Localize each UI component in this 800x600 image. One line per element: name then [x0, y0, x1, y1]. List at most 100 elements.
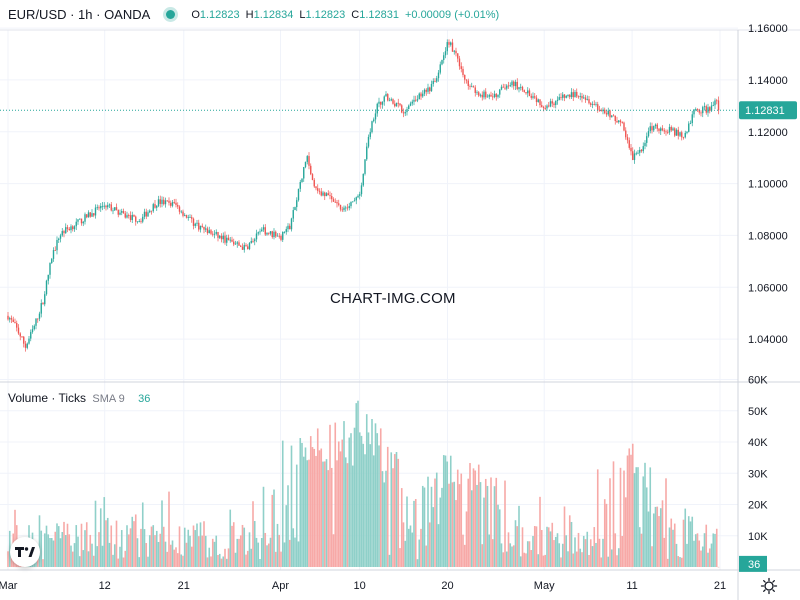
candle-body: [441, 59, 443, 65]
candle-body: [537, 99, 539, 103]
volume-bar: [239, 535, 242, 567]
candle-body: [637, 152, 639, 154]
volume-bar: [586, 531, 589, 567]
candle-body: [717, 100, 720, 111]
volume-bar: [124, 550, 127, 567]
volume-bar: [99, 508, 102, 567]
volume-bar: [626, 455, 629, 567]
last-volume-label: 36: [748, 559, 760, 571]
volume-bar: [320, 448, 323, 567]
candle-body: [89, 212, 91, 217]
volume-legend[interactable]: Volume · Ticks SMA 9 36: [8, 391, 150, 405]
candle-body: [626, 137, 629, 141]
candle-body: [656, 124, 658, 129]
volume-axis[interactable]: 10K 20K 30K 40K 50K 60K: [748, 375, 768, 543]
candle-body: [332, 199, 335, 202]
volume-bar: [679, 557, 681, 567]
volume-bar: [570, 521, 573, 567]
volume-bar: [288, 539, 291, 567]
candle-body: [294, 207, 296, 211]
candle-body: [625, 130, 627, 138]
volume-bar: [595, 542, 597, 567]
time-axis[interactable]: Mar 12 21 Apr 10 20 May 11 21: [0, 580, 726, 592]
tradingview-logo-icon[interactable]: [10, 537, 40, 567]
candle-body: [646, 136, 648, 143]
candle-body: [682, 137, 685, 139]
candle-body: [712, 105, 714, 107]
volume-bar: [635, 467, 638, 567]
last-price-badge: [739, 101, 797, 120]
candle-body: [485, 91, 487, 98]
volume-bar: [428, 522, 431, 567]
volume-bar: [567, 551, 569, 567]
volume-bar: [89, 534, 92, 567]
candle-body: [374, 113, 377, 120]
candle-body: [446, 42, 448, 52]
volume-bar: [430, 486, 433, 567]
candle-body: [520, 86, 522, 88]
volume-bar: [402, 522, 405, 567]
volume-bar: [579, 548, 582, 567]
volume-bar: [364, 454, 366, 567]
candle-body: [334, 201, 336, 203]
candle-body: [142, 216, 144, 222]
candle-body: [661, 128, 664, 131]
price-axis[interactable]: 1.04000 1.06000 1.08000 1.10000 1.12000 1.140…: [748, 23, 788, 346]
price-tick-label: 1.06000: [748, 282, 788, 294]
candle-body: [576, 91, 578, 97]
candle-body: [588, 99, 590, 104]
candle-body: [402, 112, 405, 114]
volume-bar: [497, 504, 499, 567]
symbol-title[interactable]: EUR/USD · 1h · OANDA: [8, 7, 151, 22]
volume-bar: [213, 541, 216, 567]
candle-body: [353, 200, 356, 202]
candle-body: [72, 226, 74, 230]
volume-bar: [337, 441, 340, 567]
candle-body: [598, 109, 601, 111]
candle-body: [261, 229, 263, 232]
volume-bar: [280, 551, 282, 567]
volume-bar: [474, 470, 477, 567]
volume-bar: [446, 461, 449, 567]
volume-bar: [406, 496, 408, 567]
candle-body: [658, 128, 660, 131]
volume-bar: [201, 535, 204, 567]
volume-bar: [222, 556, 225, 567]
candle-body: [310, 165, 312, 175]
volume-bar: [684, 508, 687, 567]
volume-bar: [544, 554, 547, 567]
volume-bar: [108, 542, 111, 567]
candle-body: [367, 136, 370, 147]
volume-bar: [245, 554, 247, 567]
candle-body: [434, 80, 436, 82]
volume-bar: [367, 432, 370, 567]
candle-body: [633, 153, 636, 160]
volume-bar: [43, 533, 46, 567]
volume-bar: [372, 455, 375, 567]
volume-bar: [204, 535, 207, 567]
candle-body: [105, 205, 107, 208]
candle-body: [558, 97, 560, 100]
candle-body: [58, 238, 60, 240]
candle-body: [614, 115, 616, 121]
last-price-label: 1.12831: [745, 105, 785, 117]
volume-bar: [241, 524, 244, 567]
candle-body: [371, 121, 373, 133]
volume-bar: [666, 558, 669, 567]
volume-bar: [147, 556, 149, 567]
candle-body: [362, 173, 364, 186]
candle-body: [206, 228, 209, 234]
candle-body: [170, 202, 172, 206]
volume-bar: [229, 509, 232, 567]
volume-bar: [231, 525, 233, 567]
settings-gear-icon[interactable]: [760, 577, 778, 595]
volume-bar: [178, 526, 181, 567]
candle-body: [187, 217, 189, 219]
candle-body: [33, 325, 35, 330]
volume-bar: [574, 537, 576, 567]
candle-body: [474, 87, 476, 93]
volume-bar: [166, 551, 169, 567]
candle-body: [152, 204, 154, 212]
volume-bar: [131, 516, 134, 567]
